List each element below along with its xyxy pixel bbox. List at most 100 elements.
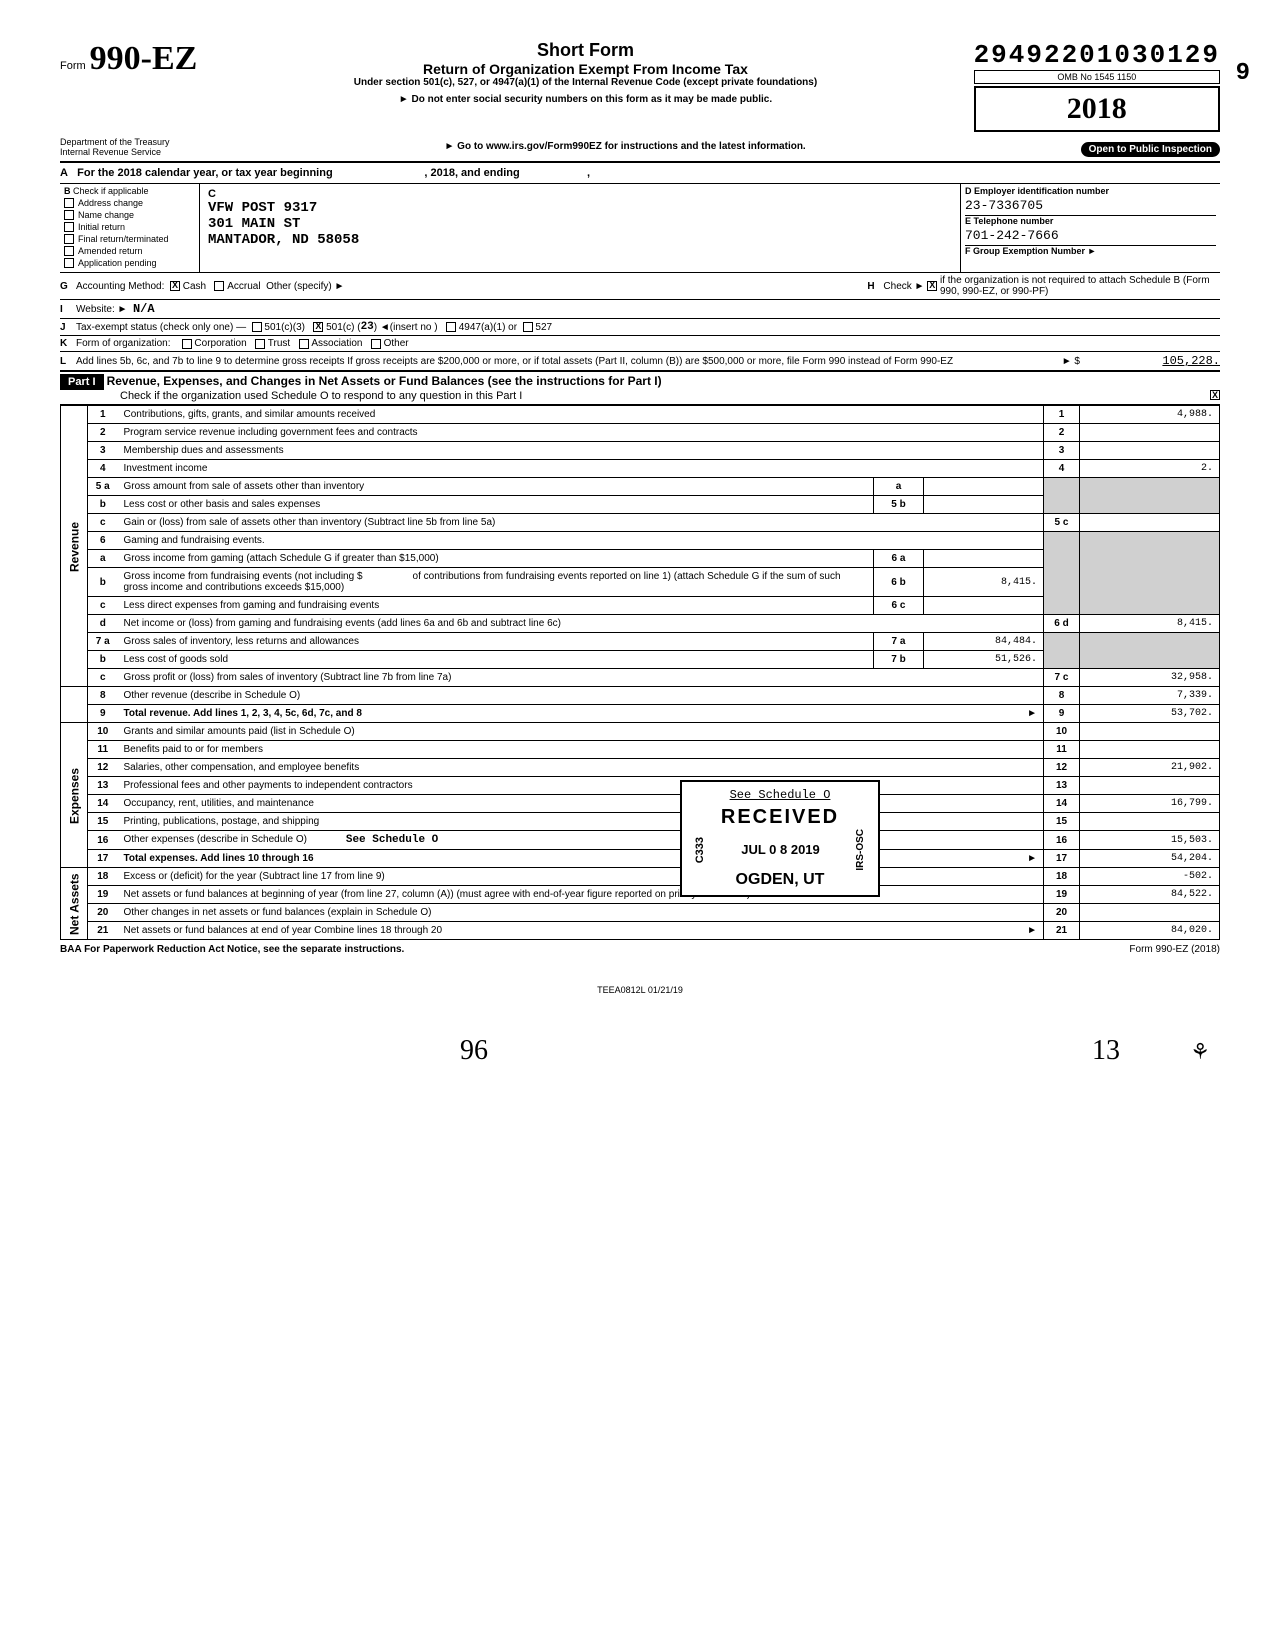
checkbox-initial[interactable] [64,222,74,232]
checkbox-pending[interactable] [64,258,74,268]
l7a-desc: Gross sales of inventory, less returns a… [118,633,874,651]
omb: OMB No 1545 1150 [974,70,1220,84]
l21-desc: Net assets or fund balances at end of ye… [118,922,1044,940]
l11-box: 11 [1044,741,1080,759]
l3-num: 3 [88,442,118,460]
l12-desc: Salaries, other compensation, and employ… [118,759,1044,777]
checkbox-h[interactable] [927,281,937,291]
l17-amt: 54,204. [1080,850,1220,868]
received-loc: OGDEN, UT [694,871,866,889]
header: Form 990-EZ Short Form Return of Organiz… [60,40,1220,132]
l17-desc: Total expenses. Add lines 10 through 16 … [118,850,1044,868]
checkbox-final[interactable] [64,234,74,244]
l2-desc: Program service revenue including govern… [118,424,1044,442]
checkbox-address-change[interactable] [64,198,74,208]
l18-desc: Excess or (deficit) for the year (Subtra… [118,868,1044,886]
l15-desc: Printing, publications, postage, and shi… [118,813,1044,831]
footer: BAA For Paperwork Reduction Act Notice, … [60,940,1220,955]
rev-cont [61,687,88,723]
l16-desc: Other expenses (describe in Schedule O) … [118,831,1044,850]
f-label: F Group Exemption Number ► [965,246,1216,256]
l8-amt: 7,339. [1080,687,1220,705]
l14-box: 14 [1044,795,1080,813]
checkbox-4947[interactable] [446,322,456,332]
received-date: JUL 0 8 2019 [741,842,820,857]
checkbox-527[interactable] [523,322,533,332]
l5a-num: 5 a [88,478,118,496]
j-label: J [60,322,76,333]
title-under: Under section 501(c), 527, or 4947(a)(1)… [217,77,953,88]
l8-desc: Other revenue (describe in Schedule O) [118,687,1044,705]
checkbox-corp[interactable] [182,339,192,349]
l17-box: 17 [1044,850,1080,868]
l3-box: 3 [1044,442,1080,460]
l10-amt [1080,723,1220,741]
checkbox-501c[interactable] [313,322,323,332]
form-word: Form [60,60,86,72]
label-501c-post: ) ◄(insert no ) [374,322,438,333]
label-cash: Cash [183,281,206,292]
l9-num: 9 [88,705,118,723]
part1-title: Revenue, Expenses, and Changes in Net As… [107,372,662,390]
handwrite-13: 13 [1092,1035,1120,1067]
l11-num: 11 [88,741,118,759]
l6b-desc: Gross income from fundraising events (no… [118,568,874,597]
org-addr2: MANTADOR, ND 58058 [208,232,952,248]
netassets-side-label: Net Assets [61,868,88,940]
l5b-desc: Less cost or other basis and sales expen… [118,496,874,514]
footer-form: Form 990-EZ (2018) [1129,944,1220,955]
l3-amt [1080,442,1220,460]
l4-amt: 2. [1080,460,1220,478]
l7c-desc: Gross profit or (loss) from sales of inv… [118,669,1044,687]
d-value: 23-7336705 [965,196,1216,216]
l12-num: 12 [88,759,118,777]
checkbox-part1-scho[interactable] [1210,390,1220,400]
l6b-mv: 8,415. [924,568,1044,597]
l10-num: 10 [88,723,118,741]
l7a-num: 7 a [88,633,118,651]
tax-year: 2018 [974,86,1220,132]
l2-num: 2 [88,424,118,442]
checkbox-other-k[interactable] [371,339,381,349]
l13-desc: Professional fees and other payments to … [118,777,1044,795]
checkbox-trust[interactable] [255,339,265,349]
l1-box: 1 [1044,406,1080,424]
l21-amt: 84,020. [1080,922,1220,940]
l13-amt [1080,777,1220,795]
line-a-end: , [587,167,590,179]
l1-amt: 4,988. [1080,406,1220,424]
l6d-box: 6 d [1044,615,1080,633]
checkbox-assoc[interactable] [299,339,309,349]
l-label: L [60,356,76,367]
part1-header: Part I [60,374,104,390]
goto-note: ► Go to www.irs.gov/Form990EZ for instru… [170,141,1081,152]
line-a-pre: For the 2018 calendar year, or tax year … [77,167,333,179]
label-addr: Address change [78,198,143,208]
l18-amt: -502. [1080,868,1220,886]
line-g: G Accounting Method: Cash Accrual Other … [60,273,1220,300]
l8-box: 8 [1044,687,1080,705]
l10-desc: Grants and similar amounts paid (list in… [118,723,1044,741]
label-assoc: Association [311,338,362,349]
i-value: N/A [133,302,155,316]
l16-desc-text: Other expenses (describe in Schedule O) [124,834,307,845]
l21-num: 21 [88,922,118,940]
l14-num: 14 [88,795,118,813]
l5-shade2 [1080,478,1220,514]
received-stamp: See Schedule O RECEIVED C333 JUL 0 8 201… [680,780,880,897]
l15-num: 15 [88,813,118,831]
l4-box: 4 [1044,460,1080,478]
form-label-block: Form 990-EZ [60,40,197,78]
l6a-desc: Gross income from gaming (attach Schedul… [118,550,874,568]
checkbox-amended[interactable] [64,246,74,256]
l20-desc: Other changes in net assets or fund bala… [118,904,1044,922]
g-label: G [60,281,76,292]
checkbox-501c3[interactable] [252,322,262,332]
checkbox-accrual[interactable] [214,281,224,291]
checkbox-name-change[interactable] [64,210,74,220]
bottom-marks: 96 13 [60,1035,1220,1067]
l1-desc: Contributions, gifts, grants, and simila… [118,406,1044,424]
k-text: Form of organization: [76,338,171,349]
checkbox-cash[interactable] [170,281,180,291]
l20-box: 20 [1044,904,1080,922]
